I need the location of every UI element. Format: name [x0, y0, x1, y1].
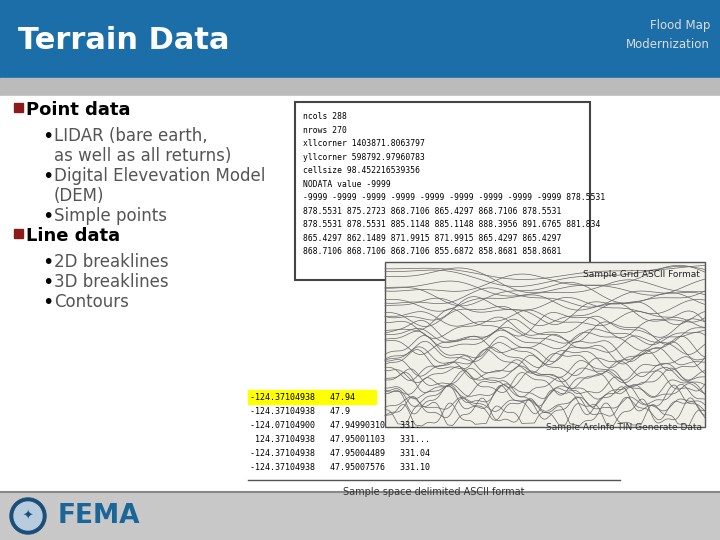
Text: Simple points: Simple points	[54, 207, 167, 225]
Circle shape	[14, 502, 42, 530]
Text: Sample space delimited ASCII format: Sample space delimited ASCII format	[343, 487, 525, 497]
Bar	[0, 0, 720, 78]
Bar	[248, 390, 376, 404]
Text: Flood Map
Modernization: Flood Map Modernization	[626, 19, 710, 51]
Text: Point data: Point data	[26, 101, 130, 119]
Text: (DEM): (DEM)	[54, 187, 104, 205]
Text: -124.07104900   47.94990310   331.: -124.07104900 47.94990310 331.	[250, 421, 420, 429]
Text: Line data: Line data	[26, 227, 120, 245]
Bar	[295, 102, 590, 280]
Circle shape	[10, 498, 46, 534]
Text: 2D breaklines: 2D breaklines	[54, 253, 168, 271]
Text: -124.37104938   47.95004489   331.04: -124.37104938 47.95004489 331.04	[250, 449, 430, 457]
Text: -124.37104938   47.95007576   331.10: -124.37104938 47.95007576 331.10	[250, 462, 430, 471]
Text: 3D breaklines: 3D breaklines	[54, 273, 168, 291]
Text: •: •	[42, 273, 53, 292]
Text: •: •	[42, 206, 53, 226]
Text: ncols 288
nrows 270
xllcorner 1403871.8063797
yllcorner 598792.97960783
cellsize: ncols 288 nrows 270 xllcorner 1403871.80…	[303, 112, 606, 256]
Text: FEMA: FEMA	[58, 503, 140, 529]
Text: •: •	[42, 166, 53, 186]
Text: •: •	[42, 253, 53, 272]
Text: ✦: ✦	[23, 510, 33, 523]
Text: •: •	[42, 126, 53, 145]
Bar	[0, 96, 720, 492]
Bar	[14, 103, 23, 112]
Text: -124.37104938   47.9: -124.37104938 47.9	[250, 407, 350, 415]
Bar	[0, 492, 720, 540]
Text: 124.37104938   47.95001103   331...: 124.37104938 47.95001103 331...	[250, 435, 430, 443]
Text: LIDAR (bare earth,: LIDAR (bare earth,	[54, 127, 207, 145]
Text: Contours: Contours	[54, 293, 129, 311]
Text: Terrain Data: Terrain Data	[18, 26, 230, 55]
Text: •: •	[42, 293, 53, 312]
Text: Sample ArcInfo TIN Generate Data: Sample ArcInfo TIN Generate Data	[546, 422, 702, 431]
Bar	[385, 262, 705, 427]
Bar	[14, 229, 23, 238]
Text: -124.37104938   47.94: -124.37104938 47.94	[250, 393, 355, 402]
Bar	[0, 78, 720, 96]
Text: as well as all returns): as well as all returns)	[54, 147, 231, 165]
Text: Sample Grid ASCII Format: Sample Grid ASCII Format	[583, 270, 700, 279]
Text: Digital Elevevation Model: Digital Elevevation Model	[54, 167, 266, 185]
